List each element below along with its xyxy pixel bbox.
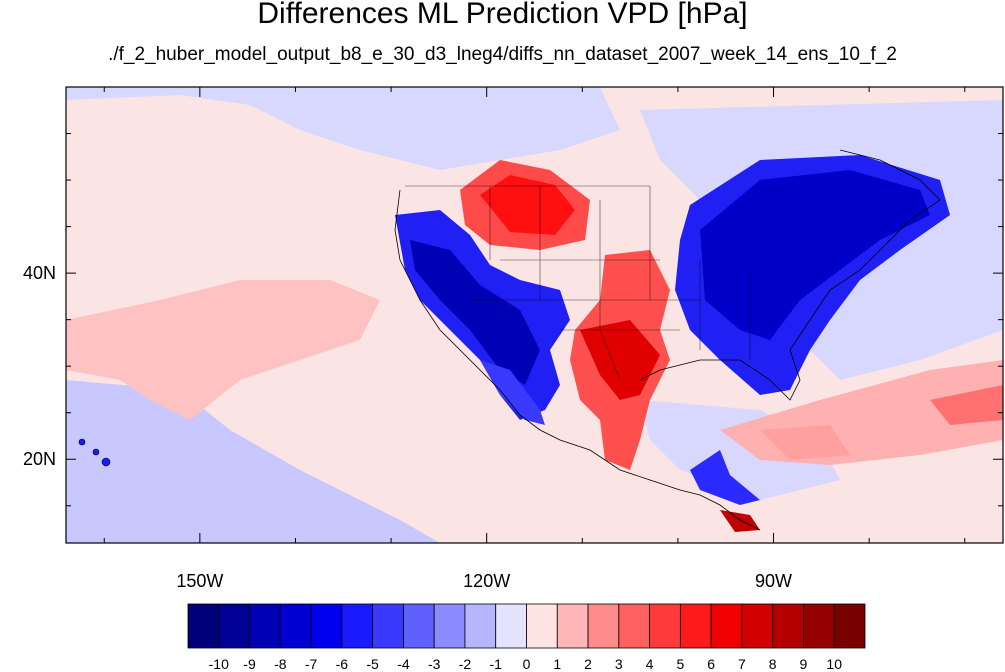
plot-title: Differences ML Prediction VPD [hPa] — [257, 0, 748, 30]
field-light-blue-southwest — [66, 380, 440, 543]
field-blue-east-core — [700, 170, 930, 340]
colorbar-swatch — [279, 603, 312, 649]
colorbar-swatch — [372, 603, 404, 649]
colorbar-tick-label: -5 — [366, 656, 379, 672]
colorbar-tick-label: -8 — [274, 656, 287, 672]
colorbar-tick-label: -9 — [243, 656, 256, 672]
colorbar-tick-label: 5 — [676, 656, 685, 672]
lon-tick-label: 90W — [755, 571, 793, 591]
lon-tick-label: 120W — [463, 571, 511, 591]
colorbar-swatch — [833, 603, 866, 649]
colorbar-tick-label: 1 — [553, 656, 562, 672]
colorbar-tick-label: -3 — [427, 656, 441, 672]
state-borders — [405, 185, 751, 381]
colorbar — [187, 603, 866, 649]
lat-tick-label: 40N — [23, 263, 57, 284]
colorbar-tick-label: 6 — [707, 656, 716, 672]
colorbar-swatch — [618, 603, 650, 649]
colorbar-tick-label: -10 — [208, 656, 229, 672]
colorbar-swatch — [587, 603, 620, 649]
field-red-caribbean — [720, 510, 760, 532]
hawaii-islands — [78, 438, 111, 467]
colorbar-tick-label: 10 — [826, 656, 843, 672]
lon-tick-label: 150W — [176, 571, 224, 591]
colorbar-swatch — [741, 603, 774, 649]
field-blue-central-america — [690, 450, 760, 505]
colorbar-tick-label: -4 — [397, 656, 410, 672]
plot-subtitle: ./f_2_huber_model_output_b8_e_30_d3_lneg… — [108, 44, 897, 65]
colorbar-swatch — [218, 603, 250, 649]
map-frame — [65, 86, 1004, 544]
colorbar-swatch — [526, 603, 558, 649]
colorbar-swatch — [464, 603, 497, 649]
colorbar-swatch — [495, 603, 527, 649]
coastline-north-america — [394, 149, 941, 531]
colorbar-tick-label: 7 — [738, 656, 746, 672]
colorbar-tick-label: 0 — [522, 656, 531, 672]
colorbar-swatch — [249, 603, 281, 649]
colorbar-swatch — [433, 603, 466, 649]
colorbar-swatch — [710, 603, 743, 649]
colorbar-tick-label: 3 — [614, 656, 623, 672]
colorbar-tick-label: -2 — [458, 656, 472, 672]
colorbar-tick-label: 2 — [584, 656, 592, 672]
map-tick-marks — [66, 87, 1003, 543]
colorbar-swatch — [556, 603, 589, 649]
colorbar-tick-label: -1 — [489, 656, 502, 672]
colorbar-swatch — [649, 603, 681, 649]
field-light-blue-north — [66, 87, 620, 170]
colorbar-tick-label: 9 — [799, 656, 808, 672]
colorbar-tick-label: -6 — [335, 656, 349, 672]
colorbar-tick-label: 4 — [645, 656, 654, 672]
colorbar-swatch — [772, 603, 804, 649]
colorbar-swatch — [803, 603, 835, 649]
map-field — [66, 87, 1003, 543]
field-blue-baja — [480, 360, 545, 425]
colorbar-tick-label: 8 — [768, 656, 777, 672]
colorbar-swatch — [403, 603, 435, 649]
lat-tick-label: 20N — [23, 449, 57, 470]
colorbar-tick-label: -7 — [304, 656, 318, 672]
field-blue-west-core — [410, 240, 540, 385]
colorbar-swatch — [341, 603, 374, 649]
colorbar-swatch — [679, 603, 712, 649]
field-pink-pacific — [66, 280, 380, 420]
field-red-north-plains-core — [480, 175, 575, 235]
field-pink-atlantic-core — [930, 385, 1003, 425]
colorbar-swatch — [310, 603, 343, 649]
field-pink-gulf-mexico — [760, 425, 850, 460]
colorbar-swatch — [187, 603, 220, 649]
